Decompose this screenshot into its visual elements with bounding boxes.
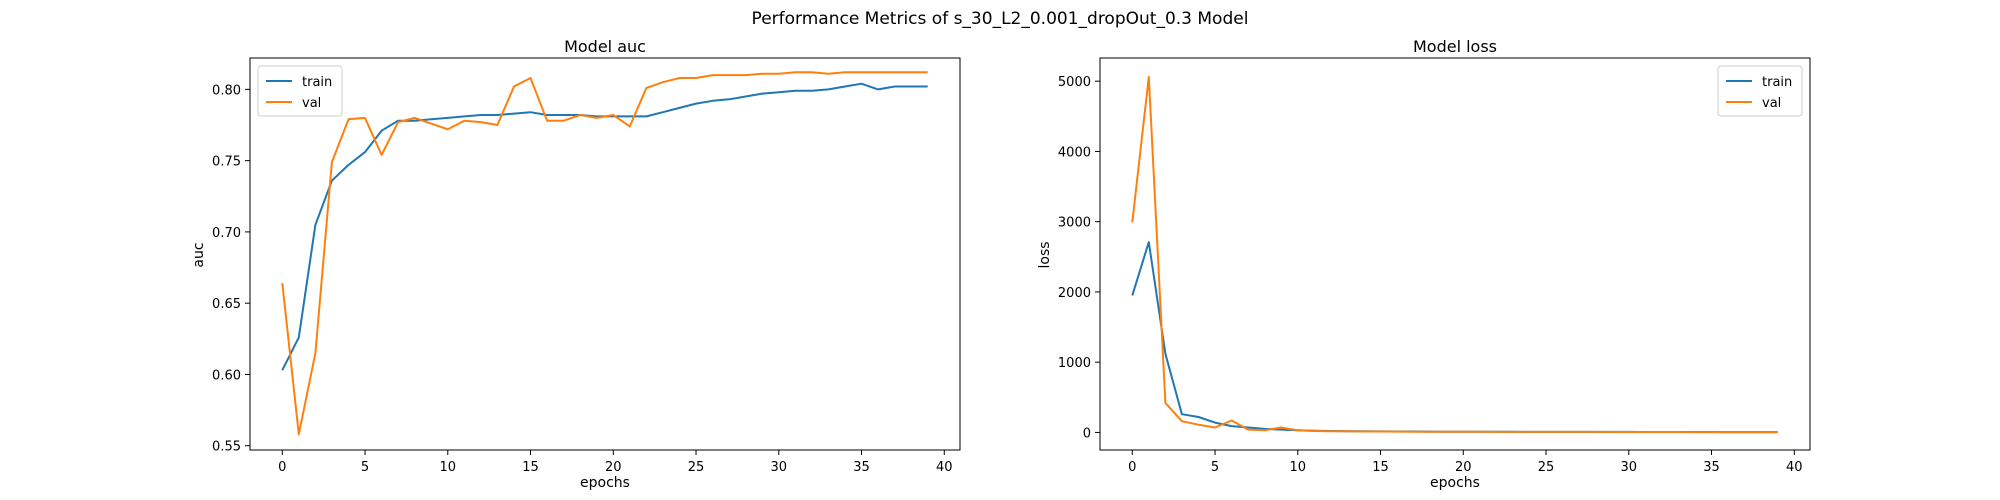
auc-x-tick-label: 30 (771, 460, 788, 475)
auc-chart: Model auc 0 5 10 15 20 25 30 35 40 0.55 0.60 0.65 0.… (191, 37, 961, 491)
loss-x-tick-label: 10 (1290, 460, 1307, 475)
auc-plot-area: 0 5 10 15 20 25 30 35 40 0.55 0.60 0.65 0.70 0.75 0.80… (212, 57, 961, 475)
loss-y-tick-label: 0 (1083, 426, 1091, 441)
auc-x-tick-label: 0 (278, 460, 286, 475)
loss-plot-area: 0 5 10 15 20 25 30 35 40 0 1000 2000 3000 4000 5000 tra… (1058, 57, 1811, 475)
loss-legend-box (1717, 65, 1803, 117)
auc-y-tick-label: 0.80 (212, 83, 241, 98)
loss-x-axis-label: epochs (1430, 475, 1480, 491)
auc-legend: train val (257, 65, 343, 117)
loss-series-val (1131, 76, 1778, 434)
loss-legend-label-train: train (1762, 75, 1792, 90)
auc-x-axis-label: epochs (580, 475, 630, 491)
auc-legend-label-val: val (302, 96, 321, 111)
auc-x-tick-label: 10 (440, 460, 457, 475)
figure-suptitle: Performance Metrics of s_30_L2_0.001_dro… (752, 9, 1249, 29)
loss-y-tick-label: 5000 (1058, 75, 1091, 90)
auc-axes-frame (249, 57, 961, 451)
loss-y-tick-label: 2000 (1058, 286, 1091, 301)
loss-x-tick-label: 0 (1128, 460, 1136, 475)
loss-x-tick-label: 5 (1211, 460, 1219, 475)
auc-legend-box (257, 65, 343, 117)
loss-x-tick-label: 15 (1372, 460, 1389, 475)
auc-y-tick-label: 0.55 (212, 440, 241, 455)
auc-x-tick-label: 20 (605, 460, 622, 475)
loss-y-tick-label: 3000 (1058, 216, 1091, 231)
auc-y-tick-label: 0.70 (212, 226, 241, 241)
loss-x-tick-label: 25 (1538, 460, 1555, 475)
auc-x-tick-label: 40 (936, 460, 953, 475)
loss-legend: train val (1717, 65, 1803, 117)
loss-legend-label-val: val (1762, 96, 1781, 111)
auc-chart-title: Model auc (564, 37, 646, 56)
auc-series-train (281, 82, 928, 371)
auc-y-axis-label: auc (191, 242, 207, 267)
auc-x-tick-label: 5 (361, 460, 369, 475)
auc-y-tick-label: 0.65 (212, 297, 241, 312)
loss-x-tick-label: 20 (1455, 460, 1472, 475)
auc-series-val (281, 71, 928, 436)
loss-series-train (1131, 241, 1778, 434)
auc-y-tick-label: 0.60 (212, 368, 241, 383)
auc-y-tick-label: 0.75 (212, 155, 241, 170)
auc-x-tick-label: 25 (688, 460, 705, 475)
loss-chart-title: Model loss (1413, 37, 1497, 56)
loss-axes-frame (1099, 57, 1811, 451)
loss-x-tick-label: 40 (1786, 460, 1803, 475)
auc-x-tick-label: 15 (522, 460, 539, 475)
loss-y-axis-label: loss (1037, 241, 1053, 268)
loss-y-tick-label: 4000 (1058, 145, 1091, 160)
loss-y-tick-label: 1000 (1058, 356, 1091, 371)
loss-x-tick-label: 30 (1621, 460, 1638, 475)
auc-legend-label-train: train (302, 75, 332, 90)
loss-x-tick-label: 35 (1703, 460, 1720, 475)
loss-chart: Model loss 0 5 10 15 20 25 30 35 40 0 1000 2000 3000… (1037, 37, 1811, 491)
auc-x-tick-label: 35 (853, 460, 870, 475)
